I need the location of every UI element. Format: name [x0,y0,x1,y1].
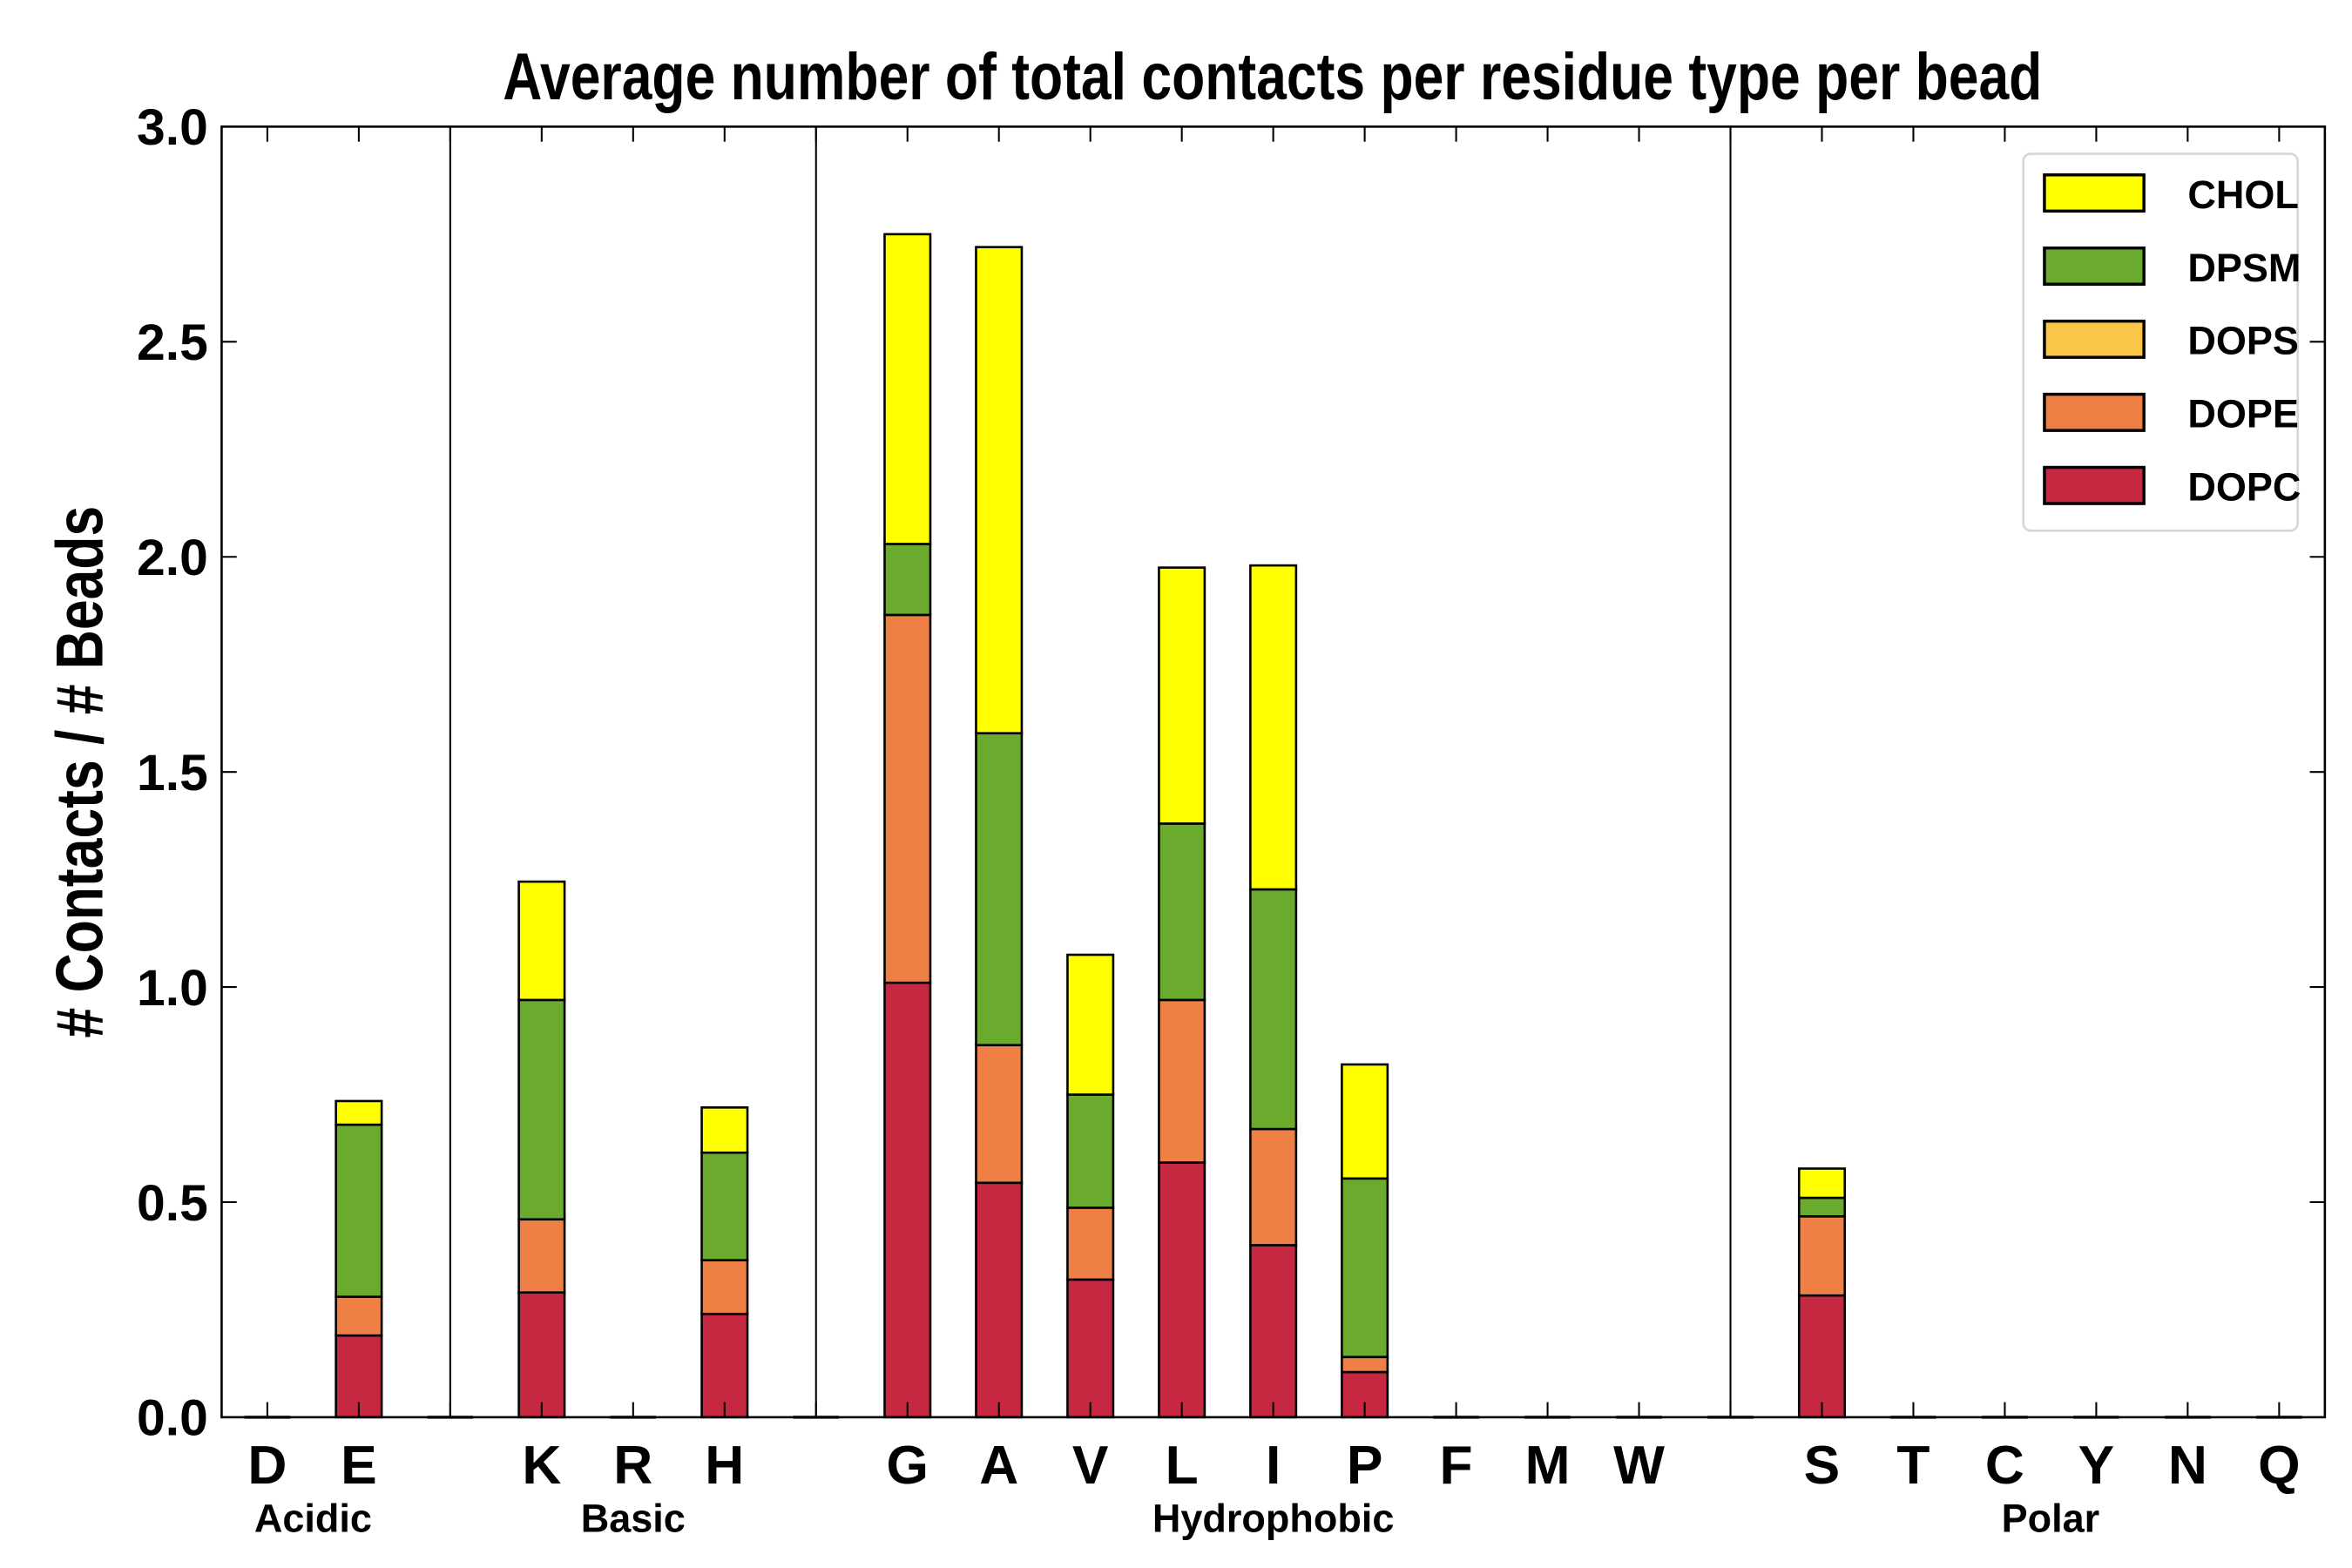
bar-segment-dpsm [1797,1196,1847,1218]
bar-segment-dpsm [1158,822,1206,1002]
x-tick-label: C [1985,1436,2024,1496]
x-tick-label: Q [2258,1436,2300,1496]
group-label: Polar [2002,1496,2100,1540]
bar-segment-dopc [1158,1161,1206,1419]
plot-frame [220,125,2327,1419]
bar-segment-chol [975,246,1024,735]
x-tick-label: W [1613,1436,1665,1496]
bar-segment-chol [1158,566,1206,825]
x-tick-label: F [1440,1436,1473,1496]
bar-segment-dopc [1066,1278,1115,1419]
legend-swatch-chol [2043,173,2146,213]
bar-segment-dpsm [883,543,932,617]
chart-title: Average number of total contacts per res… [503,39,2042,113]
y-axis-label: # Contacts / # Beads [43,506,117,1038]
bar-segment-dpsm [335,1123,383,1298]
legend-label: DOPC [2187,465,2301,510]
x-tick-label: E [341,1436,377,1496]
bar-segment-dpsm [517,998,566,1221]
legend-swatch-dpsm [2043,246,2146,286]
y-tick-label: 0.0 [137,1390,208,1447]
x-tick-label: I [1266,1436,1281,1496]
bar-segment-chol [1066,953,1115,1096]
y-tick-label: 2.5 [137,314,208,371]
bar-segment-dopc [517,1291,566,1419]
bar-segment-dopc [1249,1244,1298,1419]
x-tick-label: M [1525,1436,1571,1496]
bar-segment-dopc [883,981,932,1419]
bar-segment-dope [1797,1214,1847,1297]
y-tick-label: 2.0 [137,530,208,586]
x-tick-label: T [1896,1436,1930,1496]
legend: CHOL DPSM DOPS DOPE DOPC [2022,152,2301,532]
bar-segment-chol [1249,564,1298,891]
bar-segment-dope [1066,1206,1115,1281]
x-tick-label: R [613,1436,652,1496]
bar-segment-dope [335,1295,383,1337]
x-tick-label: Y [2078,1436,2115,1496]
plot-area: D E K R H G A V L I P F M W S T C Y N Q 0.0 0.5 1.0 1.5 2.0 2.5 3.… [137,99,2325,1540]
legend-swatch-dope [2043,392,2146,432]
group-label: Basic [581,1496,686,1540]
bar-segment-chol [335,1099,383,1126]
bar-segment-dopc [975,1181,1024,1419]
legend-label: DOPS [2187,319,2299,363]
bar-segment-dpsm [975,732,1024,1047]
x-tick-label: G [887,1436,929,1496]
bar-segment-dope [1158,998,1206,1164]
bar-segment-chol [700,1106,749,1154]
bar-segment-dopc [1797,1294,1847,1419]
bar-segment-dope [517,1218,566,1294]
legend-swatch-dops [2043,319,2146,359]
legend-label: DPSM [2187,246,2301,290]
x-tick-label: A [979,1436,1018,1496]
x-tick-label: N [2168,1436,2207,1496]
group-label: Acidic [254,1496,372,1540]
x-tick-label: S [1804,1436,1841,1496]
bar-segment-chol [1341,1063,1389,1180]
x-tick-label: K [522,1436,561,1496]
bar-segment-chol [517,880,566,1002]
group-label: Hydrophobic [1152,1496,1395,1540]
bar-segment-dpsm [700,1151,749,1261]
y-tick-label: 3.0 [137,99,208,156]
y-tick-label: 1.0 [137,960,208,1017]
x-tick-label: D [247,1436,287,1496]
bar-segment-dope [1249,1127,1298,1247]
x-tick-label: P [1347,1436,1383,1496]
x-tick-label: L [1166,1436,1199,1496]
bar-segment-dpsm [1249,888,1298,1131]
bar-segment-chol [1797,1167,1847,1200]
legend-label: CHOL [2187,172,2299,217]
y-tick-label: 1.5 [137,745,208,801]
bar-segment-chol [883,233,932,545]
bar-segment-dpsm [1341,1177,1389,1359]
bar-segment-dope [883,613,932,984]
y-tick-label: 0.5 [137,1175,208,1232]
bar-segment-dope [700,1259,749,1315]
legend-label: DOPE [2187,392,2299,436]
legend-swatch-dopc [2043,465,2146,505]
bar-segment-dope [1341,1355,1389,1374]
bar-segment-dope [975,1044,1024,1185]
x-tick-label: H [705,1436,744,1496]
x-tick-label: V [1072,1436,1109,1496]
bar-segment-dopc [700,1313,749,1419]
bar-segment-dpsm [1066,1093,1115,1209]
